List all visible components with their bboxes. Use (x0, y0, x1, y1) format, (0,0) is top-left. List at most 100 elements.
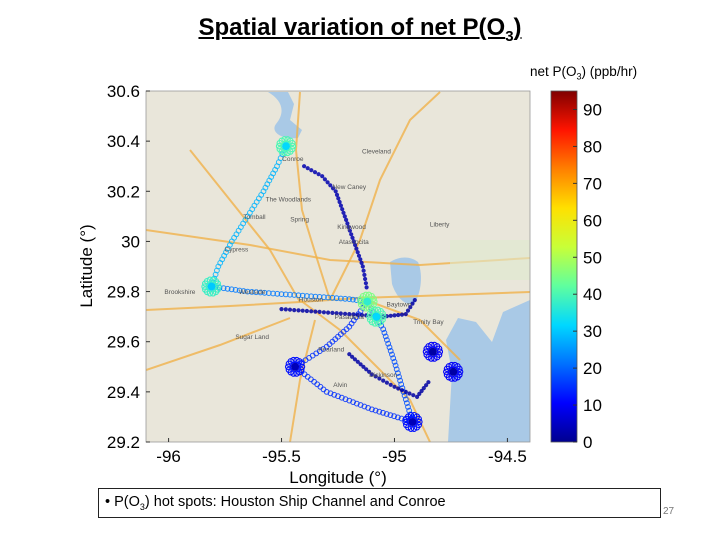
track-point (395, 370, 401, 377)
track-point (359, 313, 365, 318)
hotspot-conroe (275, 136, 297, 157)
track-point (338, 394, 345, 401)
track-point (333, 295, 340, 302)
x-tick-label: -94.5 (488, 447, 527, 466)
track-point (274, 290, 281, 297)
track-point (364, 285, 369, 290)
track-point (257, 289, 264, 296)
hotspot-ring-point (422, 348, 430, 355)
hotspot-ring-point (423, 351, 430, 358)
track-point (403, 312, 408, 317)
map-label-westside: Westside (239, 289, 266, 296)
track-point (412, 298, 417, 303)
map-label-woodlands: The Woodlands (266, 196, 312, 203)
hotspot-ring-point (370, 295, 377, 302)
hotspot-ring-point (285, 366, 292, 373)
hotspot-ring-point (415, 415, 422, 423)
track-point (376, 408, 383, 415)
track-point (325, 180, 330, 185)
track-point (327, 390, 334, 397)
y-tick-label: 29.2 (107, 433, 140, 452)
track-point (336, 196, 341, 201)
road-5 (189, 149, 301, 303)
x-tick-label: -95.5 (262, 447, 301, 466)
track-point (384, 380, 389, 385)
road-6 (289, 319, 316, 442)
hotspot-ring-point (451, 375, 458, 382)
track-point (396, 373, 402, 380)
map-label-conroe: Conroe (282, 156, 304, 163)
hotspot-ring-point (374, 320, 382, 327)
track-point (398, 381, 405, 388)
hotspot-ring-point (289, 143, 297, 150)
hotspot-ring-point (366, 313, 373, 320)
track-point (405, 404, 411, 410)
track-point (345, 221, 350, 226)
hotspot-ring-point (436, 345, 443, 352)
hotspot-ring-point (362, 291, 369, 298)
track-point (322, 177, 327, 182)
map-label-sugarland: Sugar Land (235, 334, 269, 341)
track-point (338, 311, 343, 316)
track-point (397, 377, 404, 384)
hotspot-ring-point (214, 280, 221, 287)
track-point (312, 293, 319, 300)
map-label-kingwood: Kingwood (337, 224, 366, 231)
hotspot-ring-point (402, 418, 409, 426)
slide-title: Spatial variation of net P(O3) (0, 14, 720, 45)
track-point (283, 307, 288, 312)
plot-frame (145, 90, 531, 443)
track-point (308, 293, 315, 300)
hotspot-west-houston (201, 276, 222, 297)
track-point (347, 312, 352, 317)
track-point (355, 359, 360, 364)
hotspot-ring-point (428, 341, 435, 349)
track-point (295, 292, 302, 299)
hotspot-ring-point (290, 356, 297, 364)
map-label-atascocita: Atascocita (339, 239, 369, 246)
slide-title-text: Spatial variation of net P(O3) (198, 14, 522, 45)
track-point (316, 172, 321, 177)
map-place-labels: Conroe The Woodlands Spring Cleveland New Ca… (164, 149, 450, 389)
track-point (342, 396, 349, 403)
track-point (382, 333, 389, 340)
track-point (323, 389, 330, 395)
track-point (349, 232, 354, 237)
colorbar-tick-label: 60 (583, 211, 602, 230)
x-tick-label: -95 (382, 447, 407, 466)
y-tick-label: 30.6 (107, 82, 140, 101)
track-point (236, 287, 243, 294)
map-label-spring: Spring (290, 216, 309, 223)
hotspot-ring-point (457, 368, 464, 375)
bullet-dot: • (105, 494, 111, 510)
hotspot-pasadena (366, 306, 387, 327)
colorbar-gradient (550, 90, 578, 443)
track-point (359, 260, 364, 265)
y-tick-label: 29.8 (107, 283, 140, 302)
map-label-alvin: Alvin (333, 382, 347, 389)
track-point (385, 340, 392, 347)
hotspot-ring-point (357, 301, 365, 308)
y-tick-label: 29.4 (107, 383, 140, 402)
track-point (392, 384, 397, 389)
track-point (369, 372, 374, 377)
track-point (405, 308, 411, 313)
hotspot-markers (201, 136, 464, 432)
road-8 (359, 297, 461, 361)
hotspot-ring-point (201, 283, 208, 290)
track-point (326, 310, 331, 315)
track-point (320, 174, 325, 179)
track-point (232, 287, 239, 293)
hotspot-center (363, 297, 372, 306)
hotspot-center (428, 347, 437, 356)
hotspot-ring-point (206, 276, 214, 283)
track-point (328, 183, 333, 188)
track-point (377, 376, 382, 381)
lake-conroe (268, 92, 302, 139)
y-tick-label: 30.2 (107, 182, 140, 201)
track-point (334, 311, 339, 316)
track-point (340, 207, 345, 212)
colorbar-tick-label: 70 (583, 174, 602, 193)
road-3 (146, 317, 291, 371)
track-point (415, 394, 420, 399)
